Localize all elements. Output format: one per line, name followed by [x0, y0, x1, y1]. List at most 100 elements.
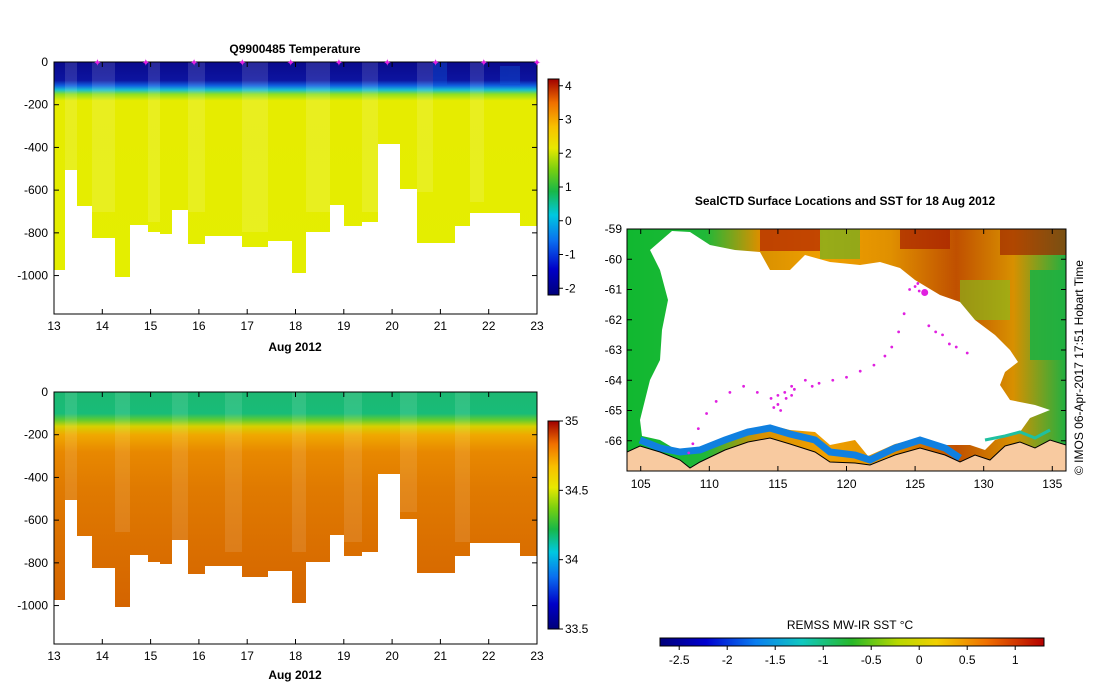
imos-credit: © IMOS 06-Apr-2017 17:51 Hobart Time — [1072, 260, 1086, 475]
colorbar-tick-label: 1 — [565, 180, 572, 194]
seal-location-point — [934, 330, 938, 334]
surface-marker: ✦ — [431, 58, 439, 69]
y-tick-label: -1000 — [17, 269, 48, 283]
y-tick-label: -400 — [24, 470, 48, 484]
seal-location-point — [705, 412, 708, 415]
surface-marker: ✦ — [142, 58, 150, 69]
seal-location-point — [941, 333, 944, 337]
sst-colorbar-tick-label: 0.5 — [959, 653, 976, 667]
x-tick-label: 20 — [385, 649, 399, 663]
map-x-tick-label: 105 — [631, 477, 651, 491]
x-tick-label: 16 — [192, 319, 206, 333]
map-y-tick-label: -64 — [605, 373, 623, 387]
map-longitude-axis: 105 110 115 120 125 130 135 — [631, 229, 1063, 491]
seal-location-point — [897, 330, 901, 334]
seal-location-point — [769, 397, 773, 400]
map-x-tick-label: 120 — [836, 477, 856, 491]
colorbar-tick-label: -2 — [565, 281, 576, 295]
y-tick-label: -600 — [24, 513, 48, 527]
y-tick-label: -1000 — [17, 599, 48, 613]
map-x-tick-label: 115 — [768, 477, 787, 491]
x-tick-label: 19 — [337, 319, 351, 333]
seal-location-point — [902, 312, 906, 316]
salinity-colorbar-ticks: 35 34.5 34 33.5 — [559, 414, 589, 636]
sst-colorbar-tick-label: -0.5 — [861, 653, 882, 667]
seal-location-point — [790, 393, 794, 397]
y-tick-label: -200 — [24, 98, 48, 112]
seal-location-point — [858, 369, 862, 373]
map-y-tick-label: -61 — [605, 283, 623, 297]
seal-location-point — [803, 378, 807, 382]
colorbar-tick-label: 0 — [565, 214, 572, 228]
x-tick-label: 19 — [337, 649, 351, 663]
x-tick-label: 21 — [434, 649, 448, 663]
x-tick-label: 17 — [241, 319, 255, 333]
sealctd-surface-locations — [687, 282, 969, 455]
seal-location-point — [783, 390, 787, 394]
salinity-x-label: Aug 2012 — [268, 668, 322, 682]
seal-location-point — [927, 324, 931, 328]
y-tick-label: -400 — [24, 140, 48, 154]
seal-location-point — [742, 384, 746, 388]
seal-location-point — [790, 384, 794, 388]
surface-marker: ✦ — [190, 58, 198, 69]
temperature-panel: Q9900485 Temperature 13 14 15 16 17 18 19 20 21 2… — [17, 42, 576, 354]
seal-location-point — [792, 387, 796, 391]
x-tick-label: 20 — [385, 319, 399, 333]
seal-location-point — [696, 427, 700, 431]
x-tick-label: 13 — [47, 649, 61, 663]
map-y-tick-label: -60 — [605, 252, 623, 266]
surface-marker: ✦ — [335, 58, 343, 69]
map-x-tick-label: 130 — [974, 477, 994, 491]
x-tick-label: 15 — [144, 649, 158, 663]
salinity-y-axis: 0 -200 -400 -600 -800 -1000 — [17, 385, 537, 613]
seal-location-point — [916, 282, 920, 285]
colorbar-tick-label: 33.5 — [565, 622, 589, 636]
seal-location-point — [755, 390, 759, 394]
surface-marker: ✦ — [238, 58, 246, 69]
seal-location-point — [817, 381, 821, 385]
seal-location-point — [784, 397, 788, 400]
map-x-tick-label: 110 — [700, 477, 719, 491]
sst-colorbar-label: REMSS MW-IR SST °C — [787, 618, 914, 632]
salinity-x-axis: 13 14 15 16 17 18 19 20 21 22 23 — [47, 392, 544, 663]
temperature-surface-variation — [433, 62, 520, 86]
seal-location-point — [917, 289, 921, 293]
sst-colorbar-tick-label: -2 — [722, 653, 733, 667]
temperature-y-axis: 0 -200 -400 -600 -800 -1000 — [17, 55, 537, 283]
colorbar-tick-label: 34.5 — [565, 483, 589, 497]
temperature-title: Q9900485 Temperature — [229, 42, 361, 56]
surface-marker: ✦ — [480, 58, 488, 69]
temperature-surface-markers: ✦ ✦ ✦ ✦ ✦ ✦ ✦ ✦ ✦ ✦ — [93, 58, 541, 69]
seal-location-point — [890, 345, 894, 349]
x-tick-label: 15 — [144, 319, 158, 333]
sea-ice-no-data-region — [640, 231, 1050, 456]
seal-location-point — [728, 390, 732, 394]
temperature-colorbar — [548, 79, 559, 295]
salinity-colorbar — [548, 421, 559, 629]
surface-marker: ✦ — [93, 58, 101, 69]
map-x-tick-label: 125 — [905, 477, 925, 491]
colorbar-tick-label: -1 — [565, 248, 576, 262]
seal-location-point — [954, 345, 958, 349]
seal-location-point — [714, 400, 718, 403]
seal-location-point — [965, 351, 969, 355]
seal-location-point — [779, 409, 783, 412]
y-tick-label: 0 — [41, 55, 48, 69]
salinity-profile-columns — [65, 392, 470, 552]
map-y-tick-label: -62 — [605, 313, 623, 327]
seal-location-point — [810, 384, 814, 388]
seal-location-point — [691, 442, 695, 446]
y-tick-label: -200 — [24, 428, 48, 442]
map-title: SealCTD Surface Locations and SST for 18… — [695, 194, 996, 208]
sst-colorbar — [660, 638, 1044, 646]
colorbar-tick-label: 3 — [565, 113, 572, 127]
temperature-profile-columns — [65, 62, 484, 232]
seal-location-point — [831, 378, 835, 382]
surface-marker: ✦ — [533, 58, 541, 69]
latest-seal-location — [921, 289, 929, 297]
antarctic-land — [627, 437, 1066, 471]
x-tick-label: 17 — [241, 649, 255, 663]
salinity-panel: 13 14 15 16 17 18 19 20 21 22 23 0 -200 -400 -600 -800… — [17, 385, 588, 682]
